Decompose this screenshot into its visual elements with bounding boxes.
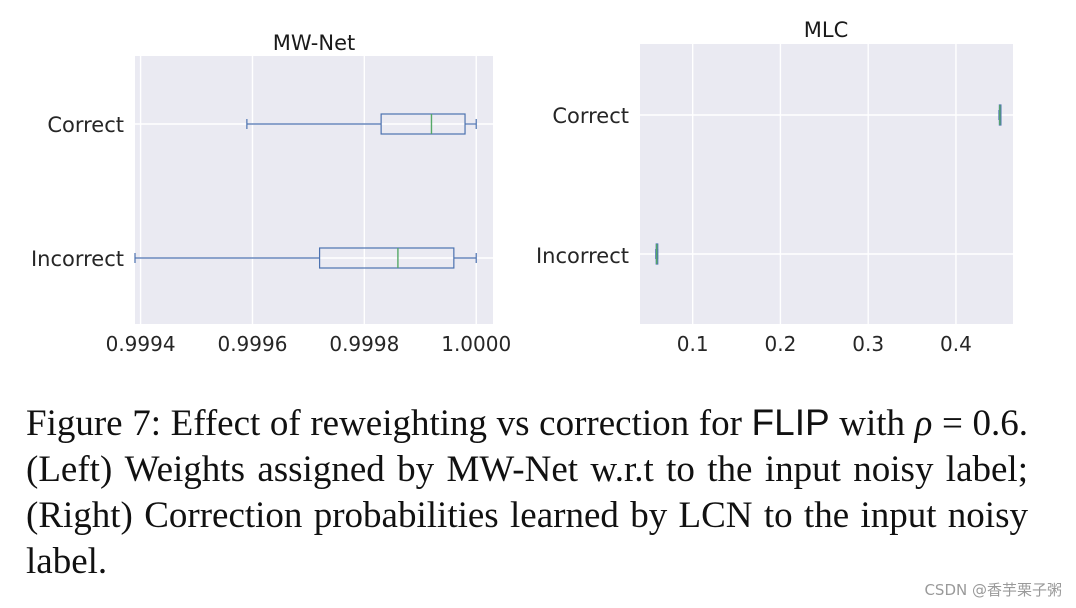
mwnet-panel: MW-Net Correct Incorrect 0.9994 0.9996 0… (31, 31, 511, 356)
mlc-xtick-1: 0.2 (765, 332, 797, 356)
mlc-gridlines (640, 44, 1013, 324)
mwnet-box-incorrect-iqr (318, 247, 455, 269)
mlc-panel: MLC Correct Incorrect 0.1 0.2 0.3 0.4 (536, 18, 1013, 356)
caption-description: (Left) Weights assigned by MW-Net w.r.t … (26, 449, 1028, 582)
mwnet-boxes (134, 113, 477, 269)
watermark: CSDN @香芋栗子粥 (924, 581, 1062, 599)
figure-caption: Figure 7: Effect of reweighting vs corre… (26, 400, 1028, 585)
caption-rho-value: = 0.6. (932, 403, 1029, 444)
mlc-title: MLC (804, 18, 848, 42)
caption-method-name: FLIP (751, 402, 830, 443)
mwnet-xtick-1: 0.9996 (217, 332, 287, 356)
caption-line1-pre: Figure 7: Effect of reweighting vs corre… (26, 403, 752, 444)
mlc-plot-area (640, 44, 1013, 324)
mwnet-cat-correct: Correct (47, 113, 124, 137)
caption-line1-post: with (829, 403, 906, 444)
mwnet-xtick-0: 0.9994 (106, 332, 176, 356)
figure-panels: MW-Net Correct Incorrect 0.9994 0.9996 0… (31, 18, 1013, 356)
mwnet-plot-area (135, 56, 493, 324)
mwnet-xtick-3: 1.0000 (441, 332, 511, 356)
mwnet-title: MW-Net (273, 31, 355, 55)
mlc-cat-incorrect: Incorrect (536, 244, 629, 268)
mlc-cat-correct: Correct (552, 104, 629, 128)
mlc-xtick-3: 0.4 (940, 332, 972, 356)
mlc-xtick-0: 0.1 (677, 332, 709, 356)
mlc-xtick-2: 0.3 (852, 332, 884, 356)
mwnet-xtick-2: 0.9998 (329, 332, 399, 356)
mwnet-box-correct-iqr (380, 113, 466, 135)
mlc-boxes (655, 104, 1002, 265)
mwnet-cat-incorrect: Incorrect (31, 247, 124, 271)
caption-rho-symbol: ρ (914, 403, 933, 444)
